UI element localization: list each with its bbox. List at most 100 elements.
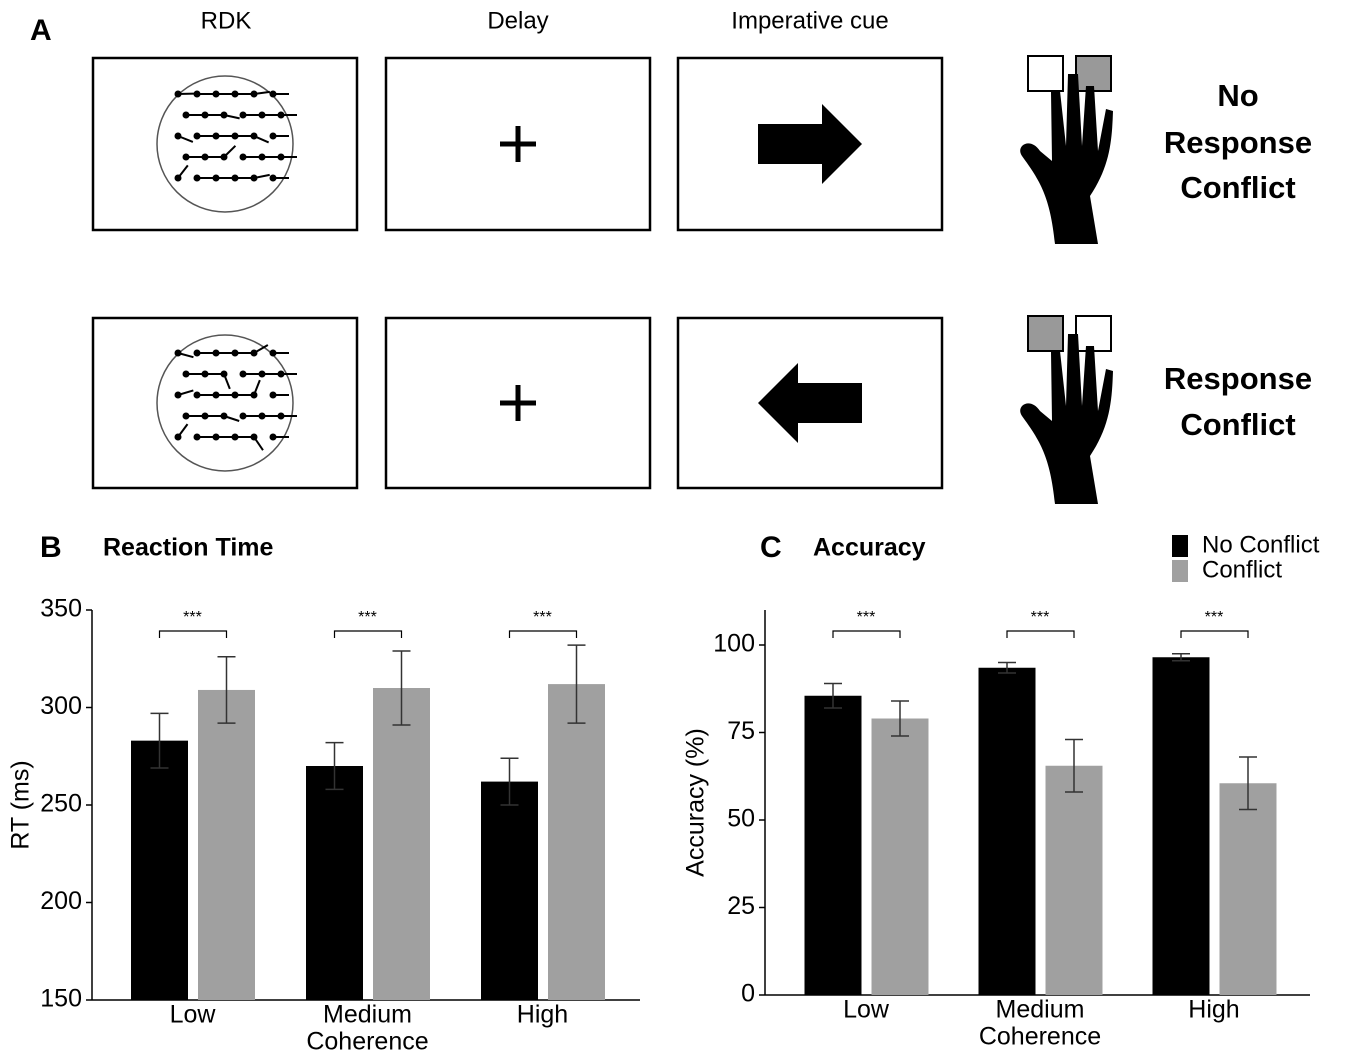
significance-label: ***: [1205, 609, 1224, 626]
dot: [221, 413, 228, 420]
key: [1076, 316, 1111, 351]
dot: [240, 112, 247, 119]
panel-label: A: [30, 14, 52, 47]
dot: [202, 154, 209, 161]
dot: [270, 434, 277, 441]
dot: [232, 350, 239, 357]
figure: A RDK Delay Imperative cue No Response C…: [0, 0, 1356, 1057]
significance-label: ***: [857, 609, 876, 626]
bar: [548, 684, 605, 1000]
legend-label: Conflict: [1202, 556, 1282, 583]
dot: [221, 371, 228, 378]
trial-rows: [93, 56, 1113, 504]
significance-bracket: [335, 631, 402, 638]
bar: [979, 668, 1036, 995]
dot: [175, 434, 182, 441]
dot: [259, 371, 266, 378]
bar: [805, 696, 862, 995]
dot: [202, 112, 209, 119]
dot: [240, 154, 247, 161]
dot: [232, 434, 239, 441]
significance-label: ***: [358, 609, 377, 626]
bar: [872, 719, 929, 996]
significance-label: ***: [1031, 609, 1050, 626]
arrow-cue: [758, 363, 862, 443]
dot: [202, 413, 209, 420]
panel-label: C: [760, 531, 782, 564]
dot: [232, 392, 239, 399]
significance-bracket: [833, 631, 900, 638]
significance-bracket: [1181, 631, 1248, 638]
dot: [270, 392, 277, 399]
significance-label: ***: [183, 609, 202, 626]
bar: [131, 741, 188, 1000]
fixation: [500, 385, 536, 421]
y-tick-label: 300: [40, 692, 82, 720]
dot: [175, 175, 182, 182]
condition-label: Conflict: [1180, 407, 1295, 442]
x-tick-label: Low: [843, 996, 890, 1024]
dot: [194, 350, 201, 357]
dot: [175, 350, 182, 357]
y-axis-label: RT (ms): [7, 760, 35, 849]
dot: [270, 175, 277, 182]
dot: [251, 392, 258, 399]
column-title: RDK: [201, 7, 252, 34]
dot: [183, 154, 190, 161]
x-tick-label: Medium: [323, 1001, 412, 1029]
dot: [259, 154, 266, 161]
dot: [213, 350, 220, 357]
bar: [1046, 766, 1103, 995]
chart-title: Accuracy: [813, 534, 926, 562]
legend-label: No Conflict: [1202, 531, 1320, 558]
dot: [175, 133, 182, 140]
fixation: [500, 126, 536, 162]
dot: [259, 112, 266, 119]
significance-bracket: [510, 631, 577, 638]
dot: [221, 112, 228, 119]
dot: [251, 91, 258, 98]
dot: [194, 91, 201, 98]
dot: [213, 133, 220, 140]
y-tick-label: 25: [727, 892, 755, 920]
dot: [183, 413, 190, 420]
dot: [194, 392, 201, 399]
bar: [198, 690, 255, 1000]
y-tick-label: 50: [727, 805, 755, 833]
condition-label: Response: [1164, 361, 1312, 396]
dot: [183, 112, 190, 119]
significance-bracket: [1007, 631, 1074, 638]
arrow-cue: [758, 104, 862, 184]
significance-label: ***: [533, 609, 552, 626]
dot: [213, 91, 220, 98]
dot: [221, 154, 228, 161]
dot: [240, 413, 247, 420]
y-tick-label: 350: [40, 595, 82, 623]
dot: [194, 133, 201, 140]
chart-title: Reaction Time: [103, 534, 274, 562]
dot: [213, 392, 220, 399]
dot: [251, 175, 258, 182]
dot: [213, 175, 220, 182]
dot: [278, 371, 285, 378]
legend-swatch: [1172, 535, 1188, 557]
y-tick-label: 75: [727, 717, 755, 745]
screen: [93, 318, 357, 488]
y-axis-label: Accuracy (%): [682, 728, 710, 877]
x-axis-label: Coherence: [306, 1028, 428, 1056]
hand: [1020, 74, 1113, 244]
column-title: Imperative cue: [731, 7, 888, 34]
panel-label: B: [40, 531, 62, 564]
x-axis-label: Coherence: [979, 1023, 1101, 1051]
key: [1076, 56, 1111, 91]
condition-label: Response: [1164, 125, 1312, 160]
dot: [213, 434, 220, 441]
dot: [240, 371, 247, 378]
bar: [1153, 657, 1210, 995]
dot: [270, 133, 277, 140]
x-tick-label: Low: [170, 1001, 217, 1029]
bar: [481, 782, 538, 1000]
key: [1028, 316, 1063, 351]
condition-label: Conflict: [1180, 170, 1295, 205]
x-tick-label: High: [1188, 996, 1239, 1024]
